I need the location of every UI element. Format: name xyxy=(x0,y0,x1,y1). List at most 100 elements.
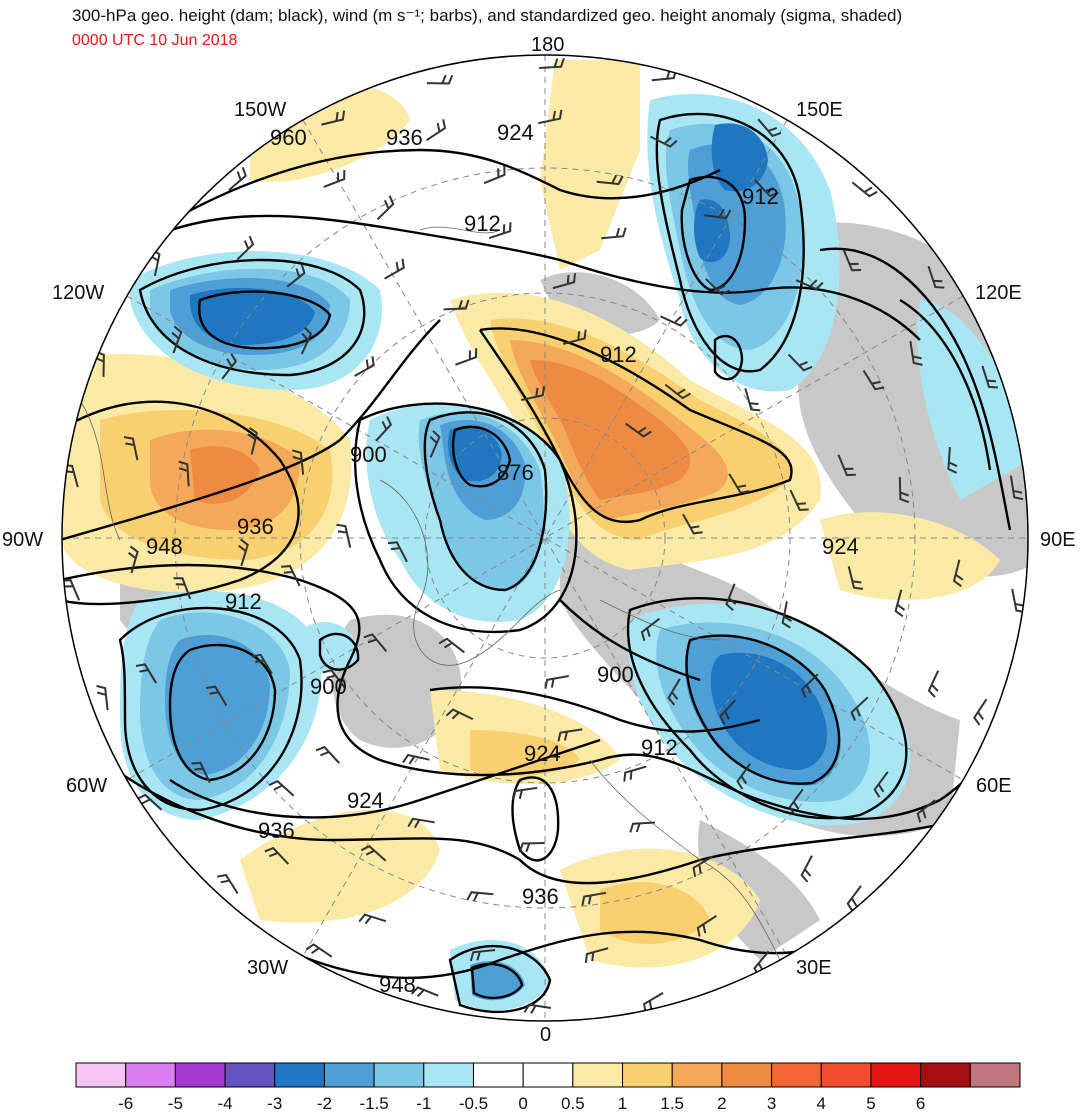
lon-label-90w: 90W xyxy=(2,529,43,551)
colorbar-tick-label: 0 xyxy=(518,1094,527,1112)
contour-label: 936 xyxy=(386,125,423,150)
wind-barb xyxy=(384,258,405,280)
colorbar-tick-label: 1.5 xyxy=(660,1094,684,1112)
colorbar-swatch xyxy=(224,1062,276,1088)
wind-barb xyxy=(300,326,313,355)
anomaly-neg-1.5 xyxy=(165,635,270,775)
wind-barb xyxy=(842,249,862,272)
colorbar-swatch xyxy=(721,1062,773,1088)
wind-barb xyxy=(539,57,565,69)
colorbar-swatch xyxy=(622,1062,673,1088)
wind-barb xyxy=(557,728,583,742)
wind-barb xyxy=(788,788,804,816)
wind-barb xyxy=(123,436,139,461)
wind-barb xyxy=(322,668,346,689)
contour-label: 924 xyxy=(524,741,561,766)
colorbar-tick-label: -4 xyxy=(217,1094,232,1112)
wind-barb xyxy=(927,670,940,698)
anomaly-neg-2 xyxy=(448,426,502,482)
wind-barb xyxy=(625,422,652,438)
anomaly-pos-2 xyxy=(190,446,260,504)
wind-barb xyxy=(429,430,441,458)
wind-barb xyxy=(488,222,512,240)
wind-barb xyxy=(640,617,661,641)
wind-barb xyxy=(692,855,714,877)
wind-barb xyxy=(96,684,109,711)
graticule xyxy=(62,55,1028,1021)
colorbar-swatch xyxy=(771,1062,822,1088)
wind-barb xyxy=(523,1003,551,1014)
lon-label-120e: 120E xyxy=(975,282,1022,304)
contour-label: 936 xyxy=(258,818,295,843)
colorbar-tick-label: 2 xyxy=(717,1094,726,1112)
wind-barb xyxy=(354,356,375,377)
colorbar-swatch xyxy=(969,1062,1021,1088)
wind-barb xyxy=(363,633,388,653)
colorbar-swatch xyxy=(572,1062,624,1088)
wind-barb xyxy=(136,793,163,811)
wind-barb xyxy=(787,353,813,372)
wind-barb xyxy=(800,855,813,883)
wind-barb xyxy=(660,315,688,327)
valid-time: 0000 UTC 10 Jun 2018 xyxy=(72,32,238,49)
wind-barb xyxy=(402,753,430,765)
wind-barb xyxy=(725,583,737,612)
contour-label: 912 xyxy=(464,211,501,236)
wind-barb xyxy=(754,179,779,198)
contour-label: 900 xyxy=(350,442,387,467)
wind-barb xyxy=(650,135,678,148)
wind-barb xyxy=(973,698,988,726)
wind-barb xyxy=(135,663,158,684)
lon-label-180: 180 xyxy=(531,34,564,56)
wind-barb xyxy=(238,538,249,567)
wind-barb xyxy=(221,353,238,380)
contour-label: 924 xyxy=(497,120,534,145)
wind-barb xyxy=(667,678,681,706)
colorbar-tick-label: -1.5 xyxy=(359,1094,388,1112)
wind-barb xyxy=(286,264,306,288)
anomaly-pos-2 xyxy=(530,360,691,500)
wind-barb xyxy=(981,365,998,389)
wind-barb xyxy=(682,513,703,535)
wind-barbs xyxy=(62,57,1026,1014)
lon-label-30e: 30E xyxy=(796,957,832,979)
colorbar: -6 -5 -4 -3 -2 -1.5 -1 -0.5 0 0.5 1 1.5 2 3 4 5 6 xyxy=(75,1062,1021,1112)
contour-label: 936 xyxy=(522,884,559,909)
wind-barb xyxy=(837,454,856,477)
anomaly-shading xyxy=(62,60,1028,1011)
globe-outline xyxy=(61,54,1029,1022)
colorbar-tick-label: -5 xyxy=(168,1094,183,1112)
wind-barb xyxy=(846,885,862,912)
wind-barb xyxy=(387,541,408,563)
colorbar-tick-label: -0.5 xyxy=(459,1094,488,1112)
wind-barb xyxy=(236,235,255,261)
contour-label: 948 xyxy=(146,534,183,559)
contour-label: 924 xyxy=(347,788,384,813)
wind-barb xyxy=(171,325,183,354)
wind-barb xyxy=(291,449,305,475)
anomaly-neg-2 xyxy=(710,652,828,770)
anomaly-pos-0.5 xyxy=(540,60,640,270)
wind-barb xyxy=(850,696,869,721)
wind-barb xyxy=(894,589,906,618)
wind-barb xyxy=(228,166,247,191)
wind-barb xyxy=(623,765,647,782)
wind-barb xyxy=(847,566,864,590)
anomaly-neg-2 xyxy=(189,287,315,345)
wind-barb xyxy=(584,947,609,964)
wind-barb xyxy=(927,265,945,289)
contour-label: 912 xyxy=(600,342,637,367)
wind-barb xyxy=(336,523,352,548)
lon-label-120w: 120W xyxy=(52,282,104,304)
wind-barb xyxy=(173,577,192,600)
lon-label-60w: 60W xyxy=(66,775,107,797)
colorbar-swatch xyxy=(174,1062,226,1088)
colorbar-tick-label: 5 xyxy=(866,1094,875,1112)
wind-barb xyxy=(518,842,545,853)
wind-barb xyxy=(704,208,732,220)
contour-label: 912 xyxy=(742,184,779,209)
wind-barb xyxy=(445,708,474,721)
wind-barb xyxy=(664,383,691,400)
colorbar-swatch xyxy=(75,1062,127,1088)
